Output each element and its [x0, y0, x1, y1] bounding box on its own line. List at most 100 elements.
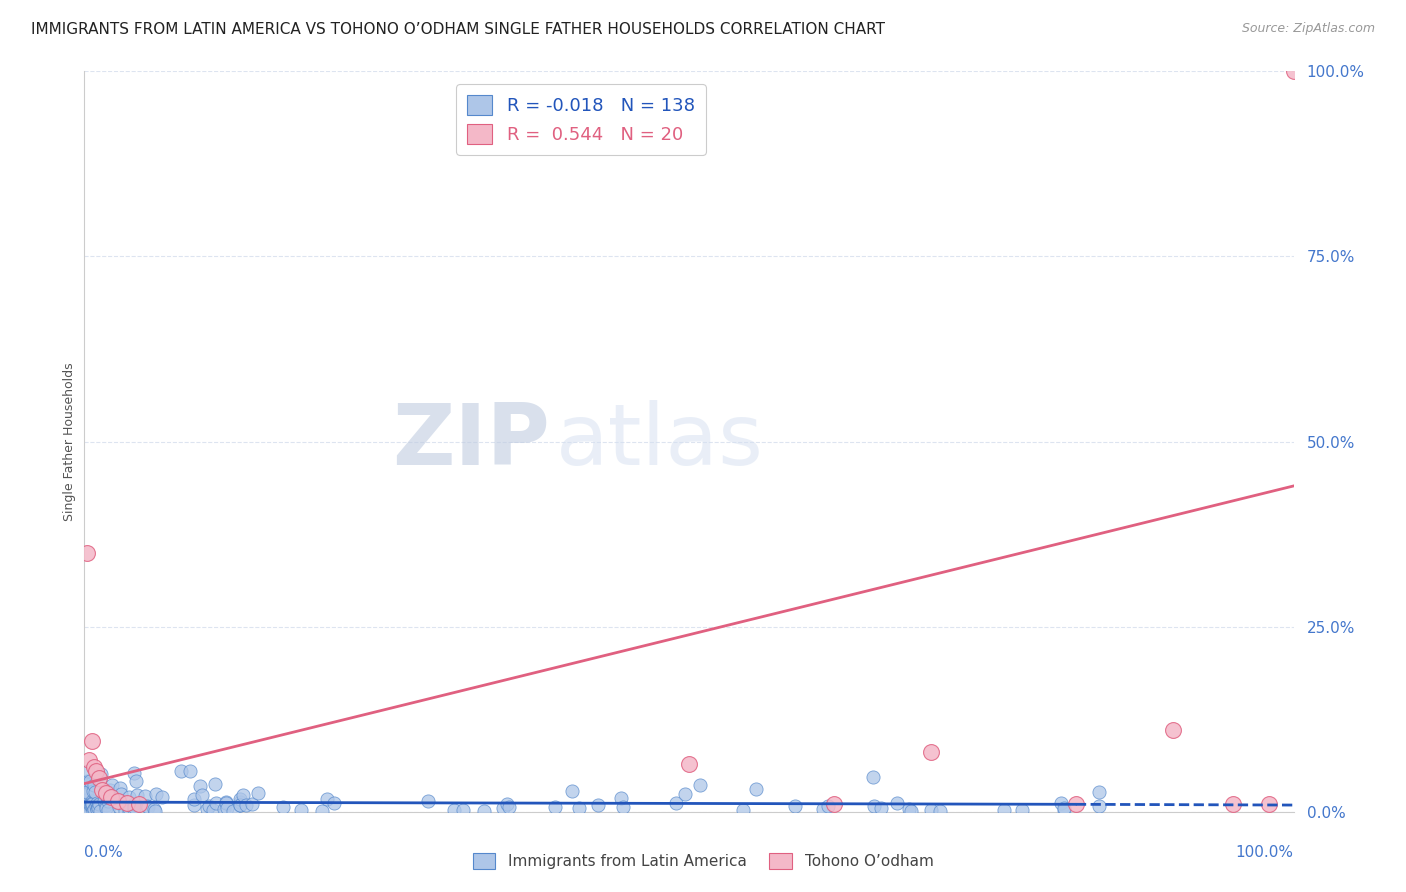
Point: [235, 797, 257, 812]
Point: [191, 788, 214, 802]
Point: [75, 796, 97, 810]
Point: [96, 789, 118, 804]
Point: [84, 799, 107, 814]
Point: [75, 804, 97, 818]
Point: [75, 804, 97, 818]
Point: [86, 802, 108, 816]
Point: [862, 798, 884, 813]
Point: [212, 802, 235, 816]
Point: [80, 794, 103, 808]
Point: [80, 734, 103, 748]
Point: [201, 804, 224, 818]
Point: [86, 799, 108, 814]
Point: [82, 784, 104, 798]
Point: [443, 803, 465, 817]
Point: [1011, 804, 1033, 818]
Point: [222, 804, 245, 818]
Point: [80, 796, 103, 810]
Point: [97, 795, 120, 809]
Point: [82, 804, 104, 818]
Point: [673, 787, 696, 801]
Point: [100, 778, 122, 792]
Text: 100.0%: 100.0%: [1236, 845, 1294, 860]
Text: 0.0%: 0.0%: [84, 845, 124, 860]
Point: [1050, 796, 1073, 810]
Point: [745, 781, 768, 796]
Point: [242, 797, 264, 812]
Point: [122, 766, 145, 780]
Point: [89, 804, 111, 818]
Point: [247, 786, 270, 800]
Point: [311, 804, 333, 818]
Point: [492, 801, 515, 815]
Point: [143, 804, 166, 818]
Point: [195, 802, 218, 816]
Point: [1161, 723, 1184, 738]
Point: [107, 794, 129, 808]
Point: [75, 787, 97, 801]
Point: [94, 786, 117, 800]
Y-axis label: Single Father Households: Single Father Households: [63, 362, 76, 521]
Legend: Immigrants from Latin America, Tohono O’odham: Immigrants from Latin America, Tohono O’…: [467, 847, 939, 875]
Point: [76, 546, 98, 560]
Point: [100, 789, 122, 804]
Point: [1064, 797, 1087, 812]
Point: [215, 801, 238, 815]
Point: [418, 794, 440, 808]
Point: [183, 791, 205, 805]
Point: [215, 796, 238, 810]
Point: [107, 800, 129, 814]
Point: [127, 789, 149, 803]
Point: [229, 791, 252, 805]
Point: [1222, 797, 1244, 812]
Point: [870, 801, 893, 815]
Point: [229, 795, 252, 809]
Point: [75, 802, 97, 816]
Point: [87, 772, 110, 786]
Point: [665, 796, 688, 810]
Point: [107, 793, 129, 807]
Point: [689, 778, 711, 792]
Point: [86, 796, 108, 810]
Point: [87, 797, 110, 811]
Point: [612, 800, 634, 814]
Point: [785, 798, 807, 813]
Point: [170, 764, 193, 778]
Point: [110, 787, 132, 801]
Point: [561, 784, 583, 798]
Point: [86, 764, 108, 778]
Point: [77, 753, 100, 767]
Point: [91, 782, 114, 797]
Point: [451, 804, 474, 818]
Point: [77, 804, 100, 818]
Point: [920, 746, 942, 760]
Point: [76, 773, 98, 788]
Point: [83, 778, 105, 792]
Point: [136, 799, 159, 814]
Point: [900, 804, 922, 818]
Point: [122, 797, 145, 811]
Point: [89, 772, 111, 786]
Point: [79, 797, 101, 812]
Point: [544, 799, 567, 814]
Point: [142, 802, 165, 816]
Point: [610, 791, 633, 805]
Point: [1282, 64, 1305, 78]
Point: [79, 798, 101, 813]
Point: [145, 787, 167, 801]
Point: [118, 789, 141, 804]
Point: [128, 797, 150, 812]
Point: [83, 802, 105, 816]
Point: [1053, 801, 1076, 815]
Point: [76, 804, 98, 818]
Point: [183, 797, 205, 812]
Point: [80, 796, 103, 810]
Point: [323, 796, 346, 810]
Point: [472, 804, 495, 818]
Point: [214, 795, 236, 809]
Point: [80, 799, 103, 814]
Point: [118, 800, 141, 814]
Point: [94, 801, 117, 815]
Point: [75, 775, 97, 789]
Point: [87, 801, 110, 815]
